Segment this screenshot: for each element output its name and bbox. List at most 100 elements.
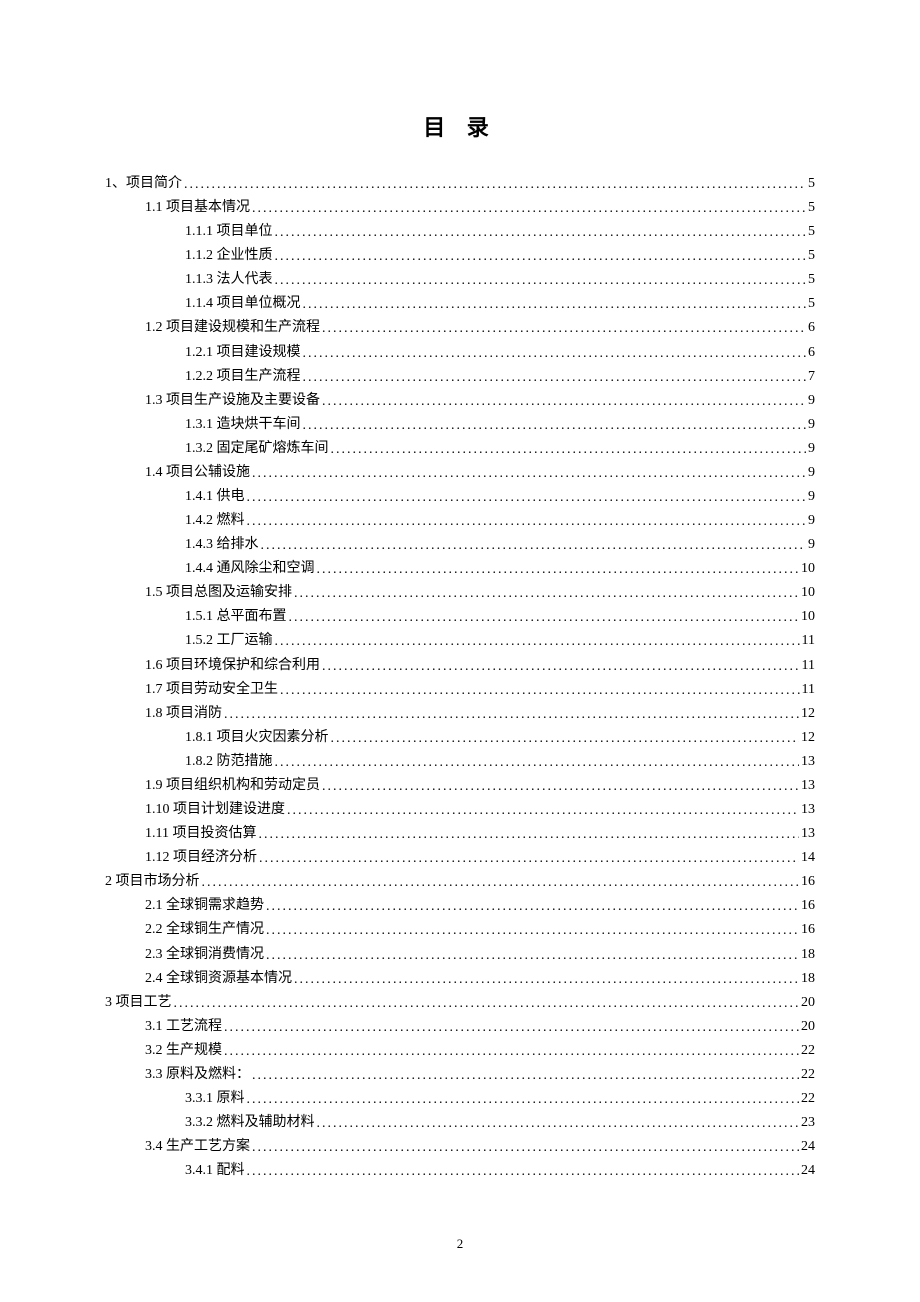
toc-entry-dots — [224, 1040, 799, 1064]
toc-entry-page: 5 — [808, 244, 815, 268]
page: 目 录 1、项目简介51.1 项目基本情况51.1.1 项目单位51.1.2 企… — [0, 0, 920, 1302]
toc-entry: 1.3.1 造块烘干车间 9 — [105, 413, 815, 437]
toc-entry: 1.1 项目基本情况 5 — [105, 196, 815, 220]
toc-entry-page: 5 — [808, 196, 815, 220]
toc-entry: 3.4 生产工艺方案24 — [105, 1135, 815, 1159]
toc-entry: 1.4.4 通风除尘和空调 10 — [105, 557, 815, 581]
toc-entry-label: 1.4 项目公辅设施 — [145, 461, 250, 485]
toc-entry: 1.7 项目劳动安全卫生11 — [105, 678, 815, 702]
toc-entry-dots — [289, 606, 800, 630]
toc-entry-dots — [252, 462, 806, 486]
toc-entry-page: 9 — [808, 389, 815, 413]
toc-entry: 1.6 项目环境保护和综合利用11 — [105, 654, 815, 678]
toc-entry-label: 1、项目简介 — [105, 172, 182, 196]
toc-entry-page: 9 — [808, 533, 815, 557]
toc-entry-dots — [258, 823, 799, 847]
toc-entry-dots — [303, 366, 807, 390]
toc-entry-page: 9 — [808, 485, 815, 509]
toc-entry: 3.1 工艺流程 20 — [105, 1015, 815, 1039]
toc-entry-dots — [184, 173, 806, 197]
toc-entry-label: 1.9 项目组织机构和劳动定员 — [145, 774, 320, 798]
toc-entry-page: 5 — [808, 220, 815, 244]
toc-entry-label: 1.8.2 防范措施 — [185, 750, 273, 774]
toc-entry-dots — [224, 703, 799, 727]
toc-entry-dots — [294, 582, 799, 606]
toc-entry-dots — [331, 438, 807, 462]
toc-entry: 1.5.2 工厂运输11 — [105, 629, 815, 653]
toc-entry: 3.3 原料及燃料：22 — [105, 1063, 815, 1087]
toc-entry-label: 1.4.2 燃料 — [185, 509, 245, 533]
toc-entry: 1.12 项目经济分析 14 — [105, 846, 815, 870]
toc-entry-label: 3 项目工艺 — [105, 991, 172, 1015]
toc-entry-label: 1.3.1 造块烘干车间 — [185, 413, 301, 437]
toc-entry-label: 1.1.4 项目单位概况 — [185, 292, 301, 316]
toc-entry-page: 14 — [801, 846, 815, 870]
toc-entry-page: 16 — [801, 894, 815, 918]
toc-entry-page: 13 — [801, 774, 815, 798]
toc-entry-label: 1.2.1 项目建设规模 — [185, 341, 301, 365]
toc-entry-label: 1.4.3 给排水 — [185, 533, 259, 557]
toc-entry: 1.2 项目建设规模和生产流程6 — [105, 316, 815, 340]
toc-entry-label: 2.3 全球铜消费情况 — [145, 943, 264, 967]
toc-entry-page: 20 — [801, 991, 815, 1015]
toc-entry: 1.8.1 项目火灾因素分析12 — [105, 726, 815, 750]
toc-entry-page: 13 — [801, 750, 815, 774]
toc-entry: 1.3 项目生产设施及主要设备 9 — [105, 389, 815, 413]
toc-entry-dots — [252, 1064, 799, 1088]
toc-entry-label: 1.3 项目生产设施及主要设备 — [145, 389, 320, 413]
toc-entry-label: 1.5 项目总图及运输安排 — [145, 581, 292, 605]
toc-entry-label: 1.8.1 项目火灾因素分析 — [185, 726, 329, 750]
toc-entry: 2.3 全球铜消费情况18 — [105, 943, 815, 967]
toc-entry-dots — [322, 775, 799, 799]
toc-entry-label: 1.1.1 项目单位 — [185, 220, 273, 244]
toc-entry: 1.8 项目消防12 — [105, 702, 815, 726]
toc-entry-dots — [266, 919, 799, 943]
toc-entry-label: 1.6 项目环境保护和综合利用 — [145, 654, 320, 678]
toc-entry: 2.1 全球铜需求趋势 16 — [105, 894, 815, 918]
toc-entry: 1.1.1 项目单位 5 — [105, 220, 815, 244]
toc-entry: 3.3.2 燃料及辅助材料23 — [105, 1111, 815, 1135]
toc-entry-dots — [317, 1112, 800, 1136]
toc-entry: 3.2 生产规模22 — [105, 1039, 815, 1063]
toc-entry-label: 3.3 原料及燃料： — [145, 1063, 250, 1087]
toc-entry-dots — [247, 1088, 800, 1112]
toc-entry-page: 24 — [801, 1135, 815, 1159]
toc-entry-page: 16 — [801, 918, 815, 942]
toc-entry-page: 9 — [808, 509, 815, 533]
toc-entry-label: 1.12 项目经济分析 — [145, 846, 257, 870]
toc-entry: 3 项目工艺 20 — [105, 991, 815, 1015]
toc-entry-dots — [247, 1160, 800, 1184]
toc-entry-page: 10 — [801, 581, 815, 605]
toc-entry-label: 1.1 项目基本情况 — [145, 196, 250, 220]
toc-entry-dots — [303, 414, 807, 438]
toc-entry: 1.4.3 给排水 9 — [105, 533, 815, 557]
toc-entry-dots — [322, 390, 806, 414]
toc-entry-label: 1.8 项目消防 — [145, 702, 222, 726]
toc-entry-page: 10 — [801, 557, 815, 581]
toc-entry-dots — [275, 245, 807, 269]
toc-entry-dots — [287, 799, 799, 823]
toc-entry-page: 5 — [808, 292, 815, 316]
toc-list: 1、项目简介51.1 项目基本情况51.1.1 项目单位51.1.2 企业性质5… — [105, 172, 815, 1183]
toc-entry-page: 9 — [808, 437, 815, 461]
toc-entry-dots — [275, 751, 800, 775]
toc-entry-page: 24 — [801, 1159, 815, 1183]
toc-entry-dots — [303, 293, 807, 317]
toc-entry-label: 3.1 工艺流程 — [145, 1015, 222, 1039]
toc-entry-page: 22 — [801, 1039, 815, 1063]
toc-entry-label: 1.10 项目计划建设进度 — [145, 798, 285, 822]
toc-entry-dots — [224, 1016, 799, 1040]
toc-entry-label: 1.4.1 供电 — [185, 485, 245, 509]
toc-entry: 2.2 全球铜生产情况16 — [105, 918, 815, 942]
toc-entry-page: 20 — [801, 1015, 815, 1039]
toc-entry-page: 5 — [808, 172, 815, 196]
toc-entry: 2.4 全球铜资源基本情况18 — [105, 967, 815, 991]
toc-entry-page: 9 — [808, 413, 815, 437]
toc-entry-page: 11 — [802, 629, 815, 653]
toc-entry: 1.2.1 项目建设规模6 — [105, 341, 815, 365]
toc-entry: 1.4.1 供电 9 — [105, 485, 815, 509]
toc-entry-dots — [202, 871, 800, 895]
toc-entry: 1.5.1 总平面布置10 — [105, 605, 815, 629]
toc-entry-label: 2.1 全球铜需求趋势 — [145, 894, 264, 918]
toc-entry-label: 1.4.4 通风除尘和空调 — [185, 557, 315, 581]
